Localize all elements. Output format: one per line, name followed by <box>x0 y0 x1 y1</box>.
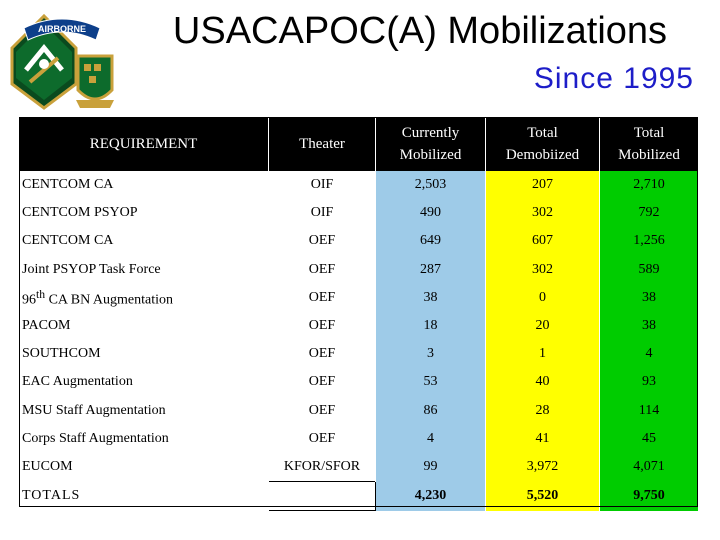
totals-currently-mobilized: 4,230 <box>375 481 486 511</box>
cell-theater: OEF <box>268 311 376 341</box>
cell-theater: OIF <box>268 199 376 228</box>
header-theater: Theater <box>268 117 376 171</box>
table-row: CENTCOM PSYOP OIF 490 302 792 <box>19 199 699 228</box>
cell-total-demobilized: 1 <box>485 340 600 369</box>
table-row: 96th CA BN Augmentation OEF 38 0 38 <box>19 283 699 312</box>
cell-total-mobilized: 4 <box>599 340 699 369</box>
header-total-mobilized: Total Mobilized <box>599 117 699 171</box>
cell-total-mobilized: 93 <box>599 368 699 397</box>
cell-currently-mobilized: 2,503 <box>375 171 486 200</box>
cell-total-demobilized: 0 <box>485 283 600 312</box>
cell-total-demobilized: 207 <box>485 171 600 200</box>
cell-requirement: CENTCOM PSYOP <box>19 199 269 228</box>
header-requirement: REQUIREMENT <box>19 117 269 171</box>
mobilizations-table: REQUIREMENT Theater Currently Mobilized T… <box>19 117 699 512</box>
table-row: SOUTHCOM OEF 3 1 4 <box>19 340 699 369</box>
totals-label: TOTALS <box>19 481 269 511</box>
cell-total-mobilized: 45 <box>599 424 699 453</box>
totals-row: TOTALS 4,230 5,520 9,750 <box>19 481 699 512</box>
page-subtitle: Since 1995 <box>533 62 694 95</box>
cell-requirement: EUCOM <box>19 452 269 482</box>
table-row: CENTCOM CA OEF 649 607 1,256 <box>19 227 699 256</box>
cell-requirement: CENTCOM CA <box>19 171 269 200</box>
cell-requirement: EAC Augmentation <box>19 368 269 397</box>
cell-requirement: 96th CA BN Augmentation <box>19 283 269 312</box>
cell-total-demobilized: 3,972 <box>485 452 600 482</box>
table-row: PACOM OEF 18 20 38 <box>19 311 699 341</box>
cell-theater: OEF <box>268 368 376 397</box>
table-row: CENTCOM CA OIF 2,503 207 2,710 <box>19 171 699 200</box>
table-row: EUCOM KFOR/SFOR 99 3,972 4,071 <box>19 452 699 482</box>
cell-total-mobilized: 4,071 <box>599 452 699 482</box>
cell-theater: OEF <box>268 283 376 312</box>
cell-total-demobilized: 40 <box>485 368 600 397</box>
cell-currently-mobilized: 3 <box>375 340 486 369</box>
cell-theater: OIF <box>268 171 376 200</box>
table-row: Joint PSYOP Task Force OEF 287 302 589 <box>19 255 699 284</box>
cell-theater: OEF <box>268 227 376 256</box>
cell-total-mobilized: 38 <box>599 283 699 312</box>
header-total-demobilized: Total Demobiized <box>485 117 600 171</box>
cell-currently-mobilized: 86 <box>375 396 486 425</box>
cell-currently-mobilized: 490 <box>375 199 486 228</box>
table-row: MSU Staff Augmentation OEF 86 28 114 <box>19 396 699 425</box>
cell-requirement: Corps Staff Augmentation <box>19 424 269 453</box>
crest-icon <box>76 54 114 108</box>
header-currently-mobilized: Currently Mobilized <box>375 117 486 171</box>
cell-total-demobilized: 28 <box>485 396 600 425</box>
cell-total-demobilized: 41 <box>485 424 600 453</box>
cell-total-mobilized: 792 <box>599 199 699 228</box>
cell-theater: OEF <box>268 424 376 453</box>
cell-theater: OEF <box>268 340 376 369</box>
cell-total-mobilized: 114 <box>599 396 699 425</box>
cell-requirement: SOUTHCOM <box>19 340 269 369</box>
cell-total-mobilized: 1,256 <box>599 227 699 256</box>
cell-currently-mobilized: 53 <box>375 368 486 397</box>
cell-currently-mobilized: 649 <box>375 227 486 256</box>
totals-total-mobilized: 9,750 <box>599 481 699 511</box>
cell-currently-mobilized: 18 <box>375 311 486 341</box>
cell-total-mobilized: 38 <box>599 311 699 341</box>
totals-total-demobilized: 5,520 <box>485 481 600 511</box>
airborne-tab: AIRBORNE <box>23 18 101 41</box>
cell-currently-mobilized: 287 <box>375 255 486 284</box>
cell-theater: KFOR/SFOR <box>268 452 376 482</box>
cell-total-demobilized: 607 <box>485 227 600 256</box>
cell-requirement: Joint PSYOP Task Force <box>19 255 269 284</box>
page-title: USACAPOC(A) Mobilizations <box>172 10 668 52</box>
cell-currently-mobilized: 4 <box>375 424 486 453</box>
totals-theater <box>268 481 376 512</box>
cell-total-demobilized: 302 <box>485 199 600 228</box>
cell-currently-mobilized: 99 <box>375 452 486 482</box>
cell-total-demobilized: 302 <box>485 255 600 284</box>
table-row: EAC Augmentation OEF 53 40 93 <box>19 368 699 397</box>
airborne-tab-text: AIRBORNE <box>38 24 86 34</box>
cell-total-demobilized: 20 <box>485 311 600 341</box>
unit-insignia-logos: AIRBORNE <box>4 8 128 112</box>
cell-total-mobilized: 2,710 <box>599 171 699 200</box>
table-row: Corps Staff Augmentation OEF 4 41 45 <box>19 424 699 453</box>
cell-theater: OEF <box>268 396 376 425</box>
cell-theater: OEF <box>268 255 376 284</box>
cell-requirement: MSU Staff Augmentation <box>19 396 269 425</box>
cell-total-mobilized: 589 <box>599 255 699 284</box>
cell-requirement: PACOM <box>19 311 269 341</box>
cell-requirement: CENTCOM CA <box>19 227 269 256</box>
table-header-row: REQUIREMENT Theater Currently Mobilized T… <box>19 117 699 171</box>
cell-currently-mobilized: 38 <box>375 283 486 312</box>
